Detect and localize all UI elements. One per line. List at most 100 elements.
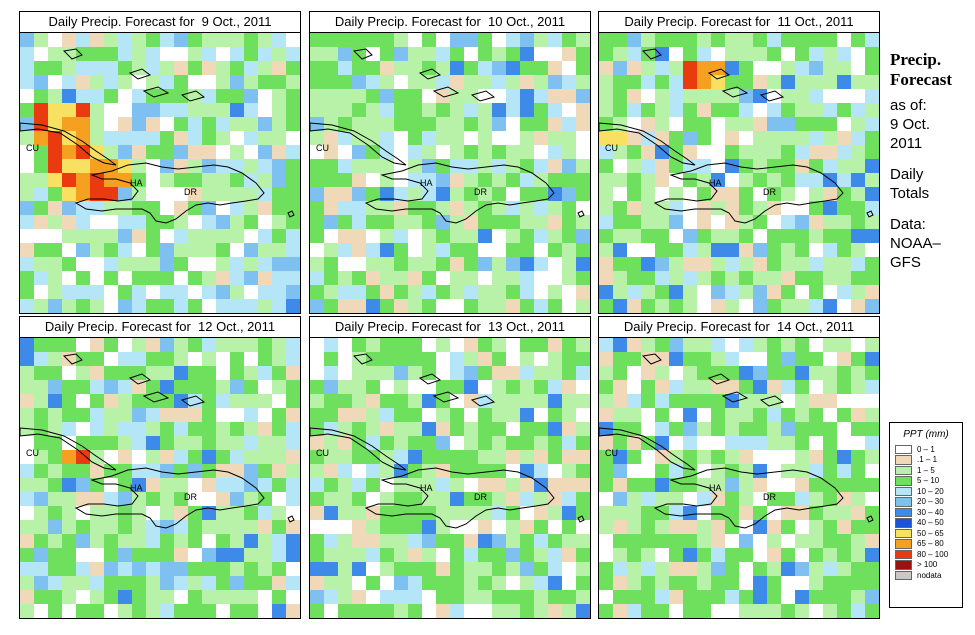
- precip-cell: [174, 285, 188, 299]
- precip-cell: [408, 352, 422, 366]
- precip-cell: [422, 89, 436, 103]
- precip-cell: [851, 408, 865, 422]
- precip-cell: [669, 506, 683, 520]
- precip-cell: [366, 75, 380, 89]
- precip-cell: [865, 422, 879, 436]
- precip-cell: [272, 464, 286, 478]
- precip-cell: [534, 562, 548, 576]
- precip-cell: [104, 464, 118, 478]
- precip-cell: [641, 33, 655, 47]
- precip-cell: [174, 408, 188, 422]
- precip-cell: [739, 201, 753, 215]
- legend-item: nodata: [895, 570, 962, 581]
- coastline: [352, 48, 373, 60]
- precip-cell: [90, 61, 104, 75]
- precip-cell: [464, 271, 478, 285]
- precip-cell: [216, 576, 230, 590]
- precip-cell: [62, 506, 76, 520]
- precip-cell: [20, 61, 34, 75]
- precip-cell: [408, 492, 422, 506]
- precip-cell: [683, 576, 697, 590]
- precip-cell: [258, 366, 272, 380]
- precip-cell: [324, 89, 338, 103]
- precip-cell: [865, 464, 879, 478]
- legend-swatch: [895, 507, 912, 517]
- precip-cell: [380, 352, 394, 366]
- precip-cell: [655, 33, 669, 47]
- precip-cell: [823, 47, 837, 61]
- precip-cell: [146, 352, 160, 366]
- precip-cell: [286, 492, 300, 506]
- precip-cell: [548, 338, 562, 352]
- precip-cell: [655, 352, 669, 366]
- precip-cell: [837, 117, 851, 131]
- precip-cell: [20, 380, 34, 394]
- precip-cell: [202, 187, 216, 201]
- precip-cell: [310, 243, 324, 257]
- precip-cell: [48, 257, 62, 271]
- precip-cell: [548, 478, 562, 492]
- precip-cell: [851, 285, 865, 299]
- precip-cell-heavy: [76, 159, 90, 173]
- precip-cell: [711, 548, 725, 562]
- precip-cell: [753, 338, 767, 352]
- precip-cell: [478, 562, 492, 576]
- precip-cell: [272, 548, 286, 562]
- panel-title: Daily Precip. Forecast for 12 Oct., 2011: [19, 316, 301, 338]
- precip-cell: [286, 159, 300, 173]
- precip-cell: [534, 548, 548, 562]
- precip-cell: [408, 257, 422, 271]
- precip-cell: [286, 75, 300, 89]
- precip-cell: [534, 257, 548, 271]
- precip-cell: [90, 75, 104, 89]
- precip-cell: [146, 215, 160, 229]
- precip-cell: [599, 89, 613, 103]
- precip-cell: [422, 604, 436, 618]
- precip-cell: [697, 534, 711, 548]
- precip-cell: [188, 33, 202, 47]
- precip-cell: [338, 215, 352, 229]
- precip-cell: [230, 492, 244, 506]
- precip-cell: [548, 604, 562, 618]
- precip-cell: [655, 271, 669, 285]
- precip-cell: [104, 299, 118, 313]
- precip-cell: [739, 352, 753, 366]
- precip-cell: [436, 299, 450, 313]
- precip-cell: [188, 215, 202, 229]
- precip-cell: [380, 215, 394, 229]
- precip-cell: [823, 201, 837, 215]
- precip-cell: [188, 352, 202, 366]
- precip-cell: [310, 576, 324, 590]
- precip-cell: [767, 520, 781, 534]
- precip-cell: [697, 422, 711, 436]
- precip-cell: [104, 394, 118, 408]
- precip-cell: [809, 215, 823, 229]
- precip-cell: [655, 47, 669, 61]
- precip-cell: [394, 520, 408, 534]
- precip-cell: [562, 257, 576, 271]
- precip-cell: [450, 271, 464, 285]
- precip-cell: [809, 380, 823, 394]
- precip-cell: [394, 173, 408, 187]
- precip-cell: [132, 173, 146, 187]
- precip-cell: [837, 89, 851, 103]
- precip-cell: [725, 380, 739, 394]
- precip-cell: [394, 243, 408, 257]
- precip-cell-heavy: [697, 75, 711, 89]
- precip-cell: [324, 201, 338, 215]
- precip-cell: [160, 243, 174, 257]
- precip-cell: [809, 366, 823, 380]
- precip-cell-heavy: [34, 117, 48, 131]
- precip-cell: [408, 89, 422, 103]
- precip-cell: [380, 89, 394, 103]
- precip-cell: [739, 61, 753, 75]
- precip-cell: [188, 75, 202, 89]
- precip-cell: [76, 576, 90, 590]
- precip-cell: [697, 299, 711, 313]
- precip-cell: [244, 201, 258, 215]
- precip-cell: [450, 131, 464, 145]
- precip-cell: [244, 352, 258, 366]
- precip-cell: [865, 89, 879, 103]
- precip-cell: [711, 243, 725, 257]
- precip-cell: [146, 548, 160, 562]
